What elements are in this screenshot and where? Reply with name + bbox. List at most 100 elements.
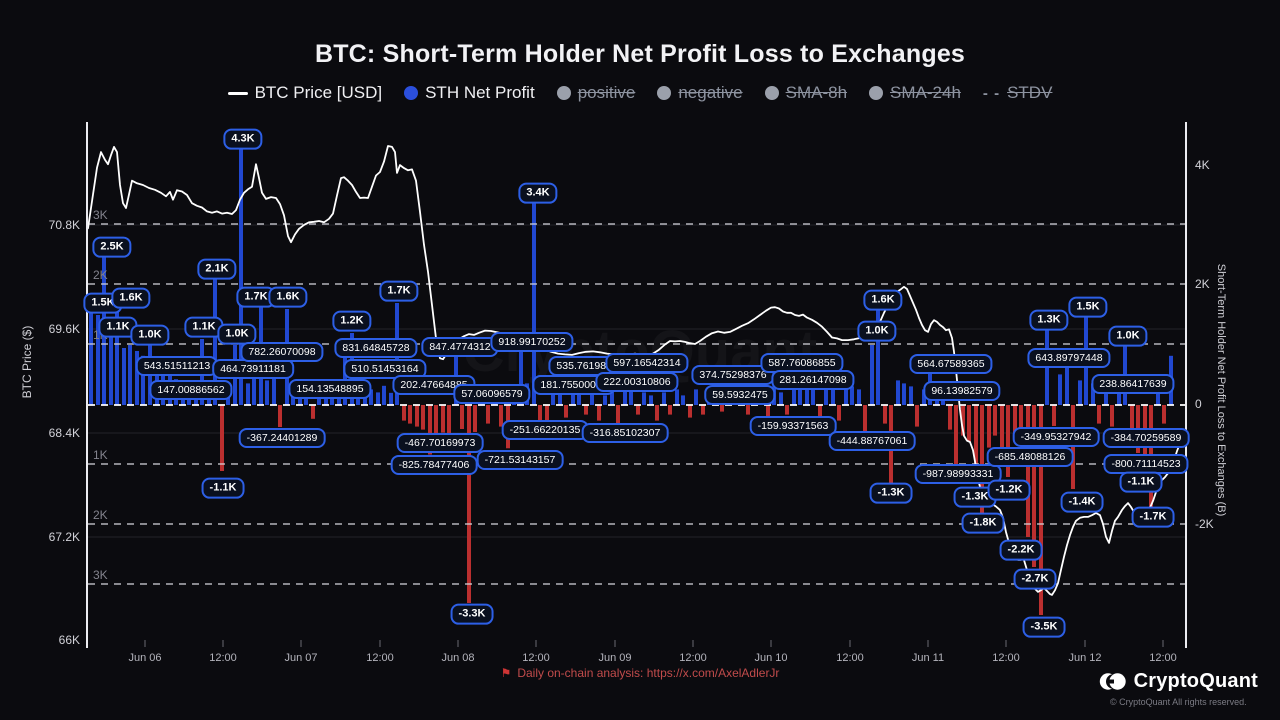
- bar-positive: [135, 351, 139, 405]
- bar-positive: [395, 303, 399, 405]
- bar-positive: [187, 396, 191, 405]
- bar-positive: [727, 382, 731, 405]
- bar-positive: [876, 309, 880, 405]
- bar-positive: [291, 386, 295, 405]
- bar-positive: [649, 395, 653, 405]
- bar-positive: [298, 389, 302, 405]
- bar-positive: [194, 385, 198, 405]
- band-line-label: 3K: [93, 208, 108, 222]
- bar-positive: [681, 395, 685, 405]
- bar-negative: [1097, 405, 1101, 424]
- bar-positive: [577, 389, 581, 405]
- bar-positive: [922, 389, 926, 405]
- bar-positive: [779, 392, 783, 405]
- bar-negative: [460, 405, 464, 429]
- bar-positive: [141, 355, 145, 405]
- bar-negative: [688, 405, 692, 418]
- legend-item-positive[interactable]: positive: [556, 83, 635, 103]
- bar-negative: [766, 405, 770, 418]
- legend-item-label: negative: [678, 83, 743, 102]
- bar-negative: [1026, 405, 1030, 537]
- page-title: BTC: Short-Term Holder Net Profit Loss t…: [314, 40, 966, 68]
- bar-positive: [148, 345, 152, 405]
- left-axis-label: 68.4K: [49, 426, 80, 440]
- flag-icon: ⚑: [500, 666, 512, 680]
- bar-positive: [285, 309, 289, 405]
- x-tick-label: 12:00: [1149, 652, 1177, 664]
- right-axis-label: -2K: [1195, 517, 1214, 531]
- bar-negative: [889, 405, 893, 483]
- bar-positive: [941, 399, 945, 405]
- bar-negative: [564, 405, 568, 418]
- brand-name: CryptoQuant: [1133, 670, 1258, 692]
- bar-positive: [181, 382, 185, 405]
- bar-positive: [1091, 383, 1095, 405]
- left-axis-label: 70.8K: [49, 218, 80, 232]
- bar-positive: [265, 380, 269, 405]
- bar-positive: [740, 392, 744, 405]
- bar-positive: [733, 401, 737, 405]
- bar-positive: [902, 383, 906, 405]
- legend-item-sma-8h[interactable]: SMA-8h: [764, 83, 848, 103]
- bar-positive: [1104, 380, 1108, 405]
- bar-positive: [128, 345, 132, 405]
- bar-positive: [213, 279, 217, 405]
- bar-positive: [532, 201, 536, 405]
- bar-positive: [1078, 380, 1082, 405]
- bar-positive: [109, 336, 113, 405]
- bar-positive: [259, 303, 263, 405]
- bar-positive: [896, 380, 900, 405]
- bar-negative: [584, 405, 588, 415]
- bar-positive: [324, 392, 328, 405]
- legend-item-sma-24h[interactable]: SMA-24h: [869, 83, 961, 103]
- bar-positive: [155, 363, 159, 405]
- x-tick-label: Jun 12: [1068, 652, 1101, 664]
- legend-item-label: SMA-8h: [785, 83, 848, 102]
- x-tick-label: 12:00: [209, 652, 237, 664]
- band-line-label: 3K: [93, 568, 108, 582]
- bar-positive: [246, 383, 250, 405]
- bar-positive: [759, 395, 763, 405]
- bar-positive: [772, 386, 776, 405]
- bar-negative: [278, 405, 282, 428]
- bar-negative: [1052, 405, 1056, 426]
- bar-negative: [837, 405, 841, 421]
- bar-negative: [616, 405, 620, 425]
- left-axis-label: 67.2K: [49, 530, 80, 544]
- band-line-label: 2K: [93, 268, 108, 282]
- bar-positive: [1123, 345, 1127, 405]
- bar-positive: [870, 345, 874, 405]
- bar-positive: [1117, 380, 1121, 405]
- bar-positive: [161, 372, 165, 405]
- bar-positive: [590, 392, 594, 405]
- legend-item-negative[interactable]: negative: [657, 83, 743, 103]
- bar-positive: [1058, 374, 1062, 405]
- dot-marker-icon: [556, 86, 571, 100]
- bar-negative: [987, 405, 991, 448]
- legend-item-sth-net-profit[interactable]: STH Net Profit: [404, 83, 535, 103]
- bar-negative: [818, 405, 822, 418]
- line-marker-icon: [227, 91, 248, 95]
- bar-positive: [928, 371, 932, 405]
- bar-positive: [1084, 315, 1088, 405]
- bar-negative: [1130, 405, 1134, 429]
- dot-marker-icon: [869, 86, 884, 100]
- bar-positive: [603, 395, 607, 405]
- bar-positive: [525, 383, 529, 405]
- x-tick-label: Jun 08: [441, 652, 474, 664]
- bar-positive: [707, 392, 711, 405]
- bar-positive: [694, 389, 698, 405]
- legend-item-stdv[interactable]: - - STDV: [983, 83, 1053, 103]
- legend-item-label: SMA-24h: [890, 83, 961, 102]
- bar-positive: [200, 339, 204, 405]
- bar-positive: [168, 375, 172, 405]
- bar-positive: [369, 389, 373, 405]
- bar-positive: [935, 386, 939, 405]
- bar-positive: [512, 386, 516, 405]
- legend-item-btc-price-usd-[interactable]: BTC Price [USD]: [227, 83, 382, 103]
- bar-negative: [1013, 405, 1017, 442]
- bar-positive: [96, 315, 100, 405]
- bar-negative: [428, 405, 432, 455]
- bar-negative: [655, 405, 659, 421]
